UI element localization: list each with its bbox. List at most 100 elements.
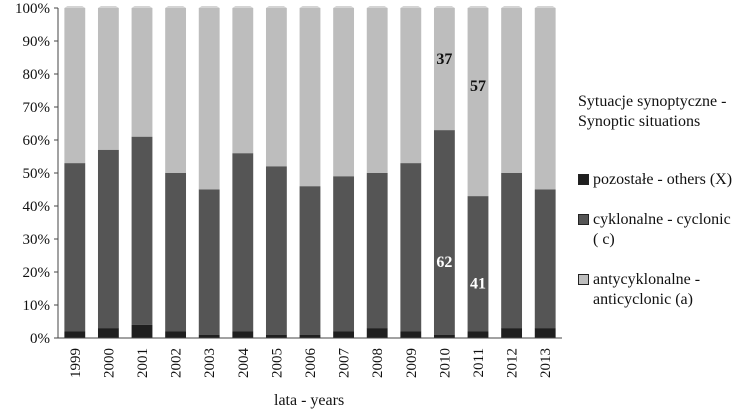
bar-segment-anticyclonic-2000: [97, 8, 119, 150]
legend-label-cyclonic: cyklonalne - cyclonic ( c): [593, 211, 731, 248]
y-tick-label: 50%: [23, 166, 51, 182]
bar-segment-cyclonic-2000: [97, 149, 119, 329]
bar-segment-cyclonic-2009: [400, 163, 422, 332]
bar-segment-anticyclonic-2006: [299, 8, 321, 187]
y-tick-label: 100%: [15, 1, 50, 17]
x-tick-label-2006: 2006: [303, 348, 319, 379]
x-tick-label-2009: 2009: [404, 348, 420, 378]
legend-swatch-others: [578, 174, 589, 185]
y-tick-label: 60%: [23, 133, 51, 149]
bar-cap-anticyclonic-2006: [299, 6, 321, 8]
x-tick-label-2013: 2013: [538, 348, 554, 378]
data-labels: 62 37 41 57: [436, 51, 486, 293]
bar-segment-cyclonic-2011: [467, 196, 489, 332]
y-tick-label: 30%: [23, 232, 51, 248]
bar-segment-cyclonic-2002: [165, 173, 187, 332]
bar-cap-anticyclonic-2000: [97, 6, 119, 8]
bar-segment-cyclonic-1999: [64, 163, 86, 332]
bar-segment-others-2003: [198, 334, 220, 338]
bar-cap-anticyclonic-2012: [501, 6, 523, 8]
legend-item-anticyclonic: antycyklonalne - anticyclonic (a): [578, 270, 738, 310]
bar-cap-anticyclonic-2011: [467, 6, 489, 8]
y-tick-label: 0%: [30, 331, 50, 347]
x-tick-label-2007: 2007: [337, 348, 353, 379]
bar-segment-others-2001: [131, 324, 153, 338]
x-tick-label-2000: 2000: [101, 348, 117, 378]
legend-swatch-cyclonic: [578, 214, 589, 225]
bar-cap-anticyclonic-2002: [165, 6, 187, 8]
x-axis-title: lata - years: [274, 392, 345, 409]
bar-segment-anticyclonic-2010: [433, 8, 455, 131]
x-tick-label-2008: 2008: [370, 348, 386, 378]
y-tick-label: 70%: [23, 100, 51, 116]
bar-segment-others-2006: [299, 334, 321, 338]
bar-segment-cyclonic-2010: [433, 130, 455, 335]
bar-segment-others-2008: [366, 328, 388, 338]
bar-segment-others-2004: [232, 331, 254, 338]
bar-segment-others-2002: [165, 331, 187, 338]
bar-cap-anticyclonic-2013: [534, 6, 556, 8]
legend-title: Sytuacje synoptyczne - Synoptic situatio…: [578, 93, 727, 130]
data-label-2010-anticyclonic: 37: [436, 51, 452, 68]
bar-cap-anticyclonic-2005: [265, 6, 287, 8]
y-tick-label: 90%: [23, 34, 51, 50]
bar-segment-anticyclonic-2008: [366, 8, 388, 173]
bar-segment-anticyclonic-1999: [64, 8, 86, 164]
bar-segment-others-1999: [64, 331, 86, 338]
bar-segment-anticyclonic-2011: [467, 8, 489, 197]
bar-segment-cyclonic-2003: [198, 189, 220, 335]
bar-segment-cyclonic-2013: [534, 189, 556, 329]
bar-segment-cyclonic-2004: [232, 153, 254, 332]
x-axis-ticks: 1999 2000 2001 2002 2003 2004 2005 2006 2007 2008…: [68, 348, 554, 379]
bar-segment-others-2011: [467, 331, 489, 338]
bar-segment-others-2010: [433, 334, 455, 338]
y-tick-label: 10%: [23, 298, 51, 314]
bar-segment-cyclonic-2012: [501, 173, 523, 329]
x-tick-label-2001: 2001: [135, 348, 151, 378]
data-label-2011-anticyclonic: 57: [470, 78, 486, 95]
bar-segment-anticyclonic-2013: [534, 8, 556, 190]
bar-segment-anticyclonic-2004: [232, 8, 254, 154]
bar-segment-anticyclonic-2012: [501, 8, 523, 173]
bar-cap-anticyclonic-2007: [333, 6, 355, 8]
bar-cap-anticyclonic-2003: [198, 6, 220, 8]
bar-segment-anticyclonic-2001: [131, 8, 153, 137]
y-axis-ticks: 0% 10% 20% 30% 40% 50% 60% 70% 80% 90% 100%: [15, 1, 58, 347]
x-tick-label-2002: 2002: [169, 348, 185, 378]
bar-segment-others-2005: [265, 334, 287, 338]
data-label-2011-cyclonic: 41: [470, 276, 486, 293]
bar-segment-others-2000: [97, 328, 119, 338]
bar-cap-anticyclonic-2009: [400, 6, 422, 8]
bar-segment-others-2007: [333, 331, 355, 338]
x-tick-label-2005: 2005: [269, 348, 285, 378]
bar-cap-anticyclonic-1999: [64, 6, 86, 8]
bar-segment-cyclonic-2005: [265, 166, 287, 335]
y-tick-label: 80%: [23, 67, 51, 83]
x-tick-label-2003: 2003: [202, 348, 218, 378]
bar-segment-others-2009: [400, 331, 422, 338]
bar-segment-cyclonic-2001: [131, 136, 153, 325]
bar-segment-anticyclonic-2009: [400, 8, 422, 164]
bar-segment-anticyclonic-2002: [165, 8, 187, 173]
legend-label-anticyclonic: antycyklonalne - anticyclonic (a): [593, 271, 701, 308]
y-tick-label: 40%: [23, 199, 51, 215]
legend-item-others: pozostałe - others (X): [578, 170, 738, 190]
bar-cap-anticyclonic-2001: [131, 6, 153, 8]
bar-segment-others-2012: [501, 328, 523, 338]
data-label-2010-cyclonic: 62: [436, 254, 452, 271]
bar-segment-anticyclonic-2003: [198, 8, 220, 190]
legend-item-cyclonic: cyklonalne - cyclonic ( c): [578, 210, 738, 250]
bar-segment-others-2013: [534, 328, 556, 338]
bar-segment-anticyclonic-2007: [333, 8, 355, 177]
x-tick-label-2010: 2010: [437, 348, 453, 378]
x-tick-label-2012: 2012: [505, 348, 521, 378]
bar-segment-anticyclonic-2005: [265, 8, 287, 167]
y-tick-label: 20%: [23, 265, 51, 281]
bar-segment-cyclonic-2008: [366, 173, 388, 329]
bars: [64, 6, 556, 338]
bar-cap-anticyclonic-2004: [232, 6, 254, 8]
x-tick-label-1999: 1999: [68, 348, 84, 378]
bar-segment-cyclonic-2006: [299, 186, 321, 335]
legend: Sytuacje synoptyczne - Synoptic situatio…: [578, 92, 738, 330]
